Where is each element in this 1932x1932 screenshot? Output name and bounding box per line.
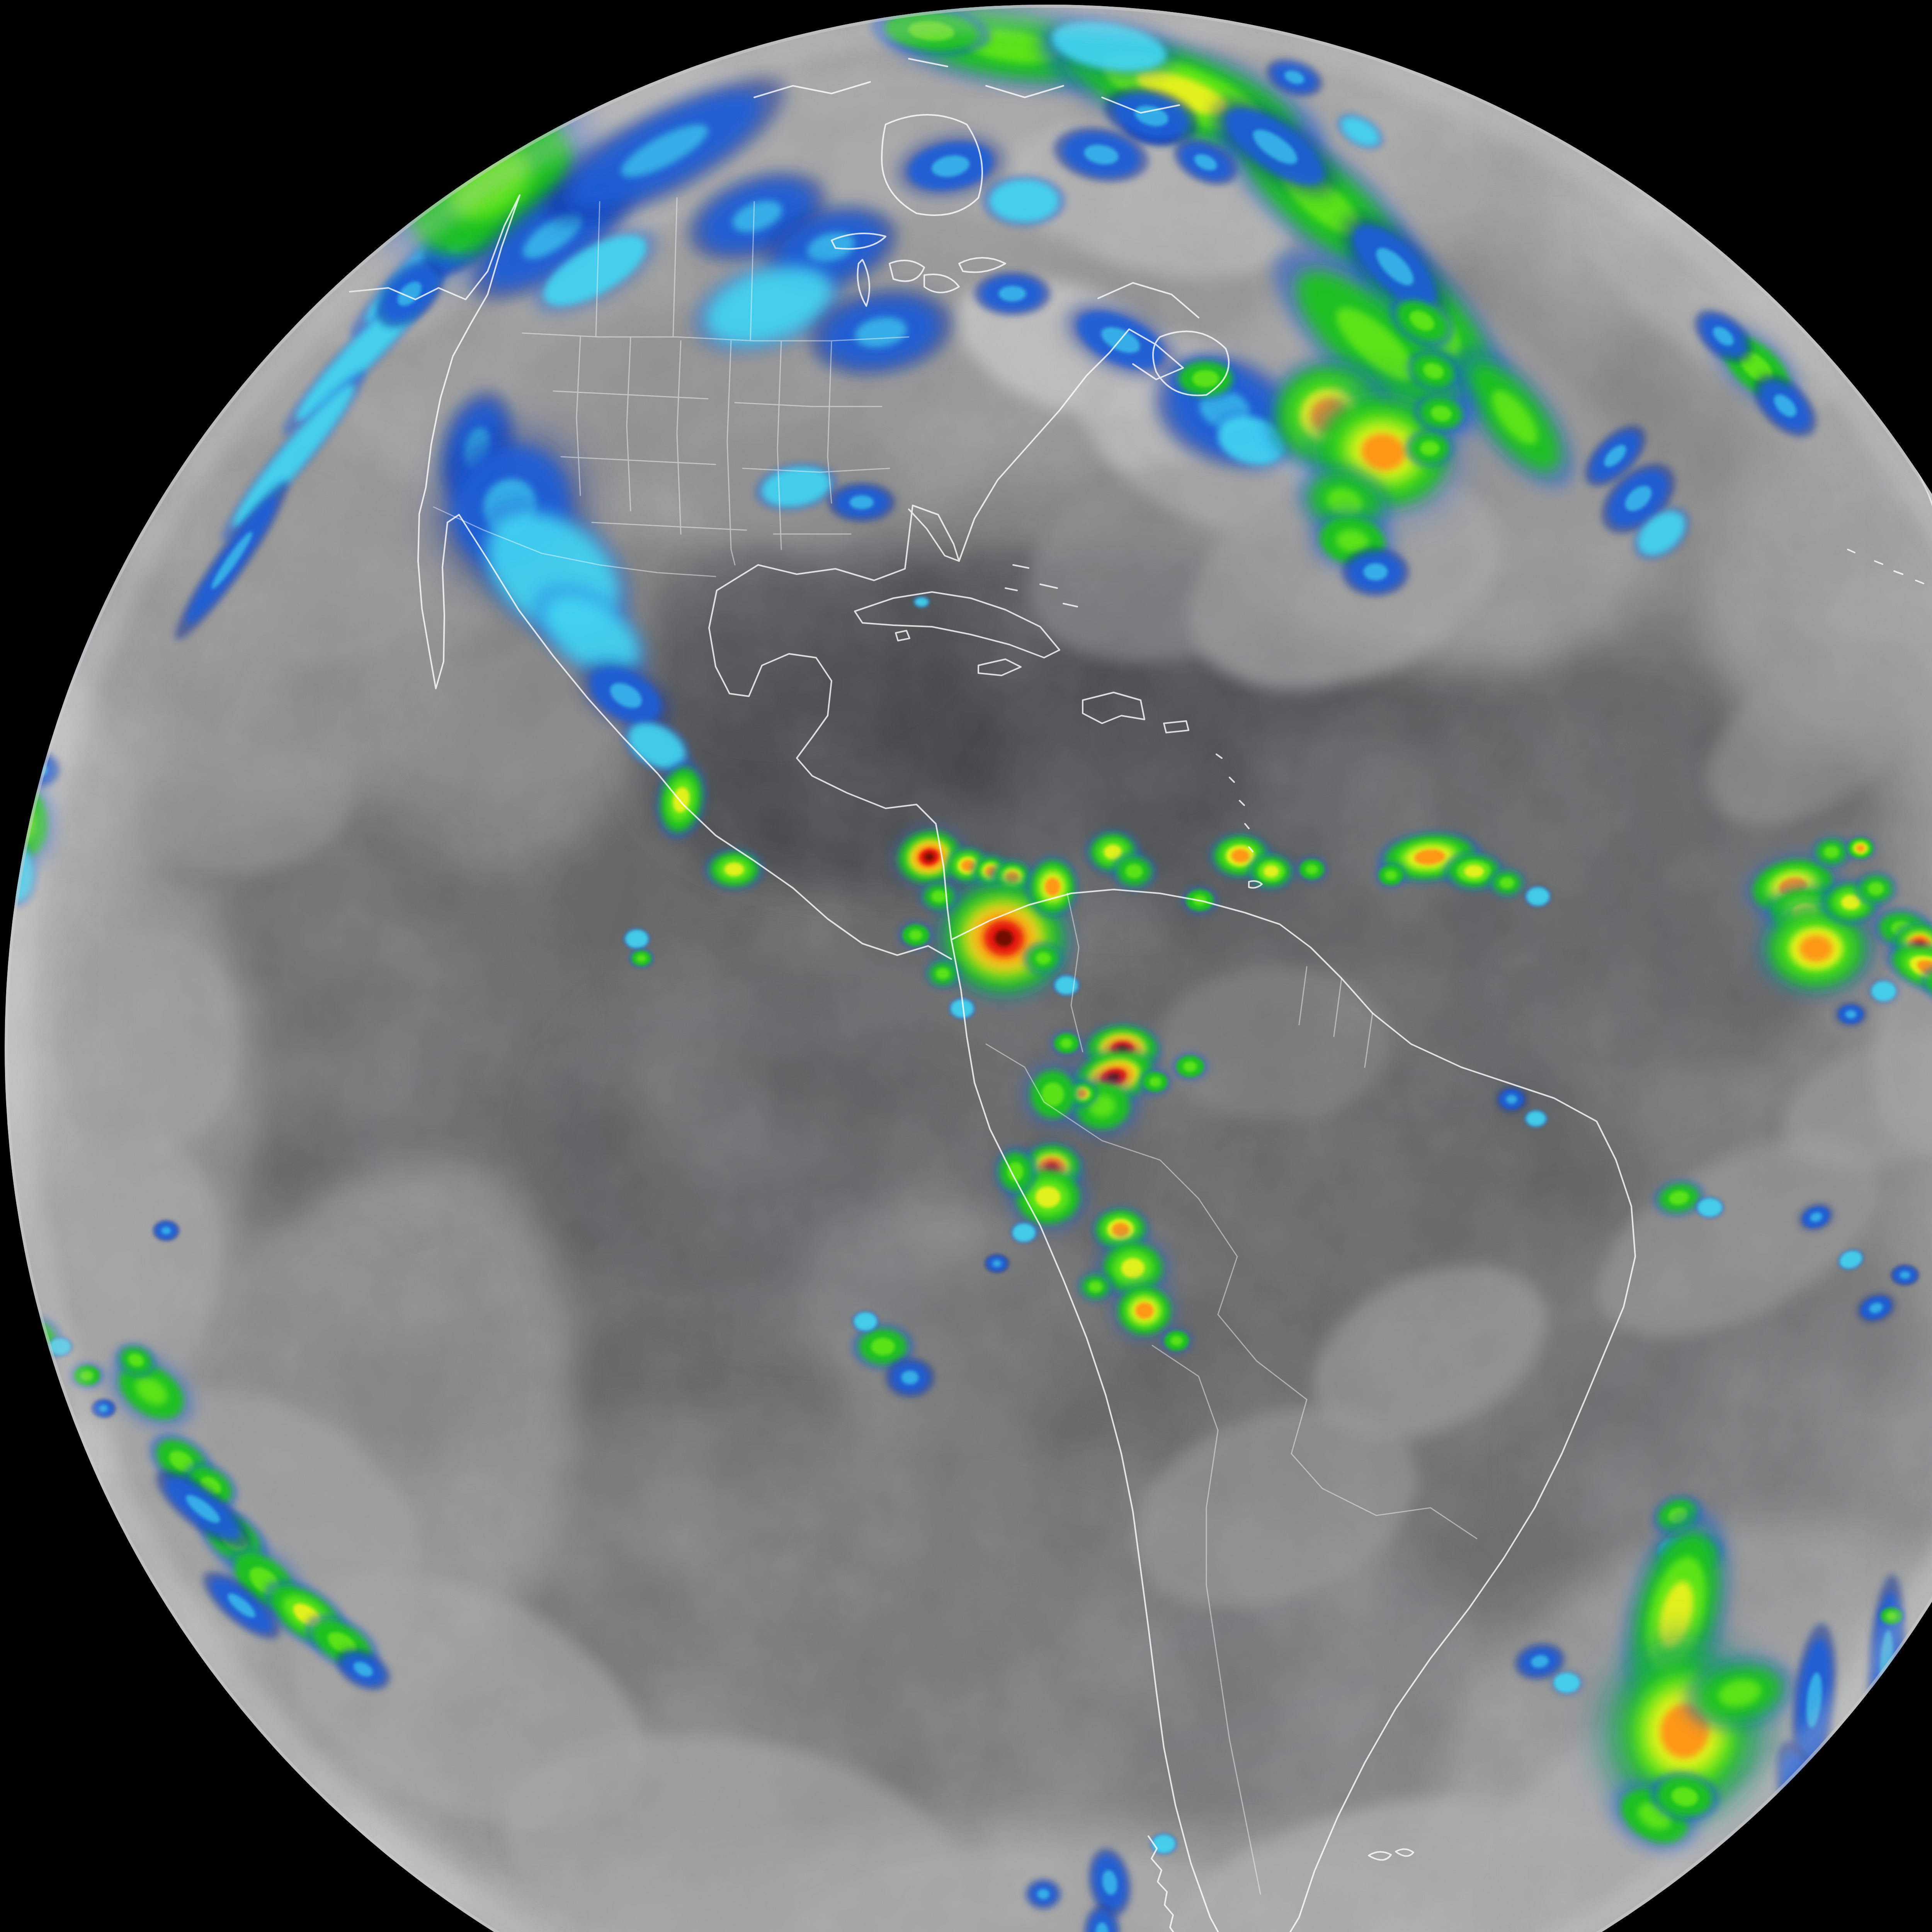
storm-cell-cyan <box>913 597 930 608</box>
storm-cell-blue <box>1891 1265 1920 1286</box>
storm-cell-layer <box>1824 846 1839 858</box>
storm-cell-green <box>994 1146 1036 1197</box>
storm-cell-cyan <box>1524 885 1552 908</box>
storm-cell-layer <box>909 930 923 940</box>
storm-cell-layer <box>871 1338 895 1355</box>
storm-cell-layer <box>1135 1303 1153 1319</box>
storm-cell-layer <box>1868 882 1884 895</box>
storm-cell-layer <box>724 862 744 876</box>
storm-cell-green <box>1855 872 1897 906</box>
storm-cell-layer <box>1035 1186 1061 1208</box>
storm-cell-layer <box>992 1260 1001 1267</box>
storm-cell-layer <box>1036 952 1051 964</box>
storm-cell-green <box>1023 942 1063 974</box>
storm-cell-layer <box>1012 1223 1036 1242</box>
storm-cell-layer <box>1264 865 1279 878</box>
storm-cell-layer <box>1799 935 1833 962</box>
storm-cell-layer <box>915 597 929 607</box>
storm-cell-layer <box>1170 1336 1183 1346</box>
satellite-image-stage <box>0 0 1932 1932</box>
storm-cell-layer <box>1900 1271 1910 1279</box>
storm-cell-layer <box>1126 864 1143 879</box>
storm-cell-cyan <box>1053 974 1080 997</box>
storm-cell-green <box>1139 1069 1171 1095</box>
storm-cell-layer <box>1088 1281 1102 1293</box>
storm-cell-green <box>919 880 959 912</box>
storm-cell-layer <box>1037 1889 1049 1900</box>
storm-cell-layer <box>1231 849 1249 863</box>
storm-cell-cyan <box>982 175 1066 226</box>
storm-cell-green <box>1077 1272 1114 1302</box>
storm-cell-green <box>1811 836 1852 868</box>
storm-cell-layer <box>1060 1038 1073 1048</box>
storm-cell-layer <box>1306 864 1318 874</box>
storm-cell-cyan <box>623 928 651 950</box>
storm-cell-orange <box>1845 836 1876 860</box>
storm-cell-blue <box>153 1220 180 1242</box>
storm-cell-blue <box>828 483 896 522</box>
storm-cell-layer <box>1856 845 1865 852</box>
storm-cell-layer <box>989 180 1059 222</box>
storm-cell-layer <box>1845 1010 1857 1019</box>
storm-cell-layer <box>1526 1111 1546 1126</box>
storm-cell-blue <box>1026 1880 1061 1909</box>
storm-cell-green <box>1488 868 1526 898</box>
storm-cell-green <box>1405 429 1455 468</box>
storm-cell-green <box>1172 1053 1208 1081</box>
storm-cell-layer <box>1506 1095 1517 1104</box>
storm-cell-cyan <box>1524 1109 1548 1128</box>
storm-cell-layer <box>1364 563 1388 581</box>
storm-cell-green <box>1160 1328 1192 1354</box>
storm-cell-layer <box>1697 1198 1722 1217</box>
storm-cell-green <box>1024 1063 1082 1125</box>
storm-cell-layer <box>1112 1223 1129 1236</box>
storm-cell-cyan <box>1551 1671 1583 1695</box>
storm-cell-blue <box>886 1358 934 1397</box>
storm-cell-layer <box>850 495 874 509</box>
storm-cell-layer <box>1871 981 1896 1001</box>
storm-cell-layer <box>998 286 1026 302</box>
storm-cell-orange <box>1113 1282 1175 1339</box>
storm-cell-layer <box>1420 441 1439 456</box>
storm-cell-layer <box>1045 878 1060 896</box>
storm-cell-layer <box>625 930 648 948</box>
storm-cell-cyan <box>852 1310 879 1333</box>
storm-cell-layer <box>1500 877 1514 889</box>
storm-cell-layer <box>1121 1258 1145 1278</box>
storm-cell-layer <box>1192 370 1219 388</box>
storm-cell-green <box>1296 856 1328 883</box>
storm-cell-yellow <box>1247 852 1296 891</box>
storm-cell-layer <box>161 1227 171 1235</box>
storm-cell-layer <box>854 1312 877 1331</box>
storm-cell-layer <box>901 1371 919 1384</box>
storm-cell-layer <box>99 1405 108 1412</box>
storm-cell-cyan <box>1010 1221 1038 1244</box>
storm-cell-green <box>628 948 655 968</box>
earth-full-disk-ir-satellite-image <box>0 0 1932 1932</box>
storm-cell-layer <box>1183 1061 1197 1072</box>
storm-cell-green <box>1375 862 1407 888</box>
storm-cell-layer <box>1554 1673 1580 1693</box>
storm-cell-layer <box>931 890 947 903</box>
storm-cell-blue <box>1496 1087 1527 1112</box>
storm-cell-layer <box>936 968 950 980</box>
storm-cell-cyan <box>1695 1196 1725 1219</box>
storm-cell-green <box>1112 852 1157 891</box>
storm-cell-layer <box>1464 865 1484 878</box>
storm-cell-blue <box>974 272 1051 316</box>
storm-cell-yellow <box>704 848 764 890</box>
storm-cell-blue <box>1835 1003 1866 1026</box>
storm-cell-blue <box>985 1254 1010 1273</box>
storm-cell-cyan <box>1869 979 1899 1003</box>
storm-cell-layer <box>1385 870 1397 880</box>
storm-cell-layer <box>1149 1077 1162 1087</box>
storm-cell-blue <box>1342 548 1410 596</box>
storm-cell-green <box>898 921 934 949</box>
storm-cell-layer <box>636 954 646 962</box>
storm-cell-layer <box>1526 887 1549 906</box>
